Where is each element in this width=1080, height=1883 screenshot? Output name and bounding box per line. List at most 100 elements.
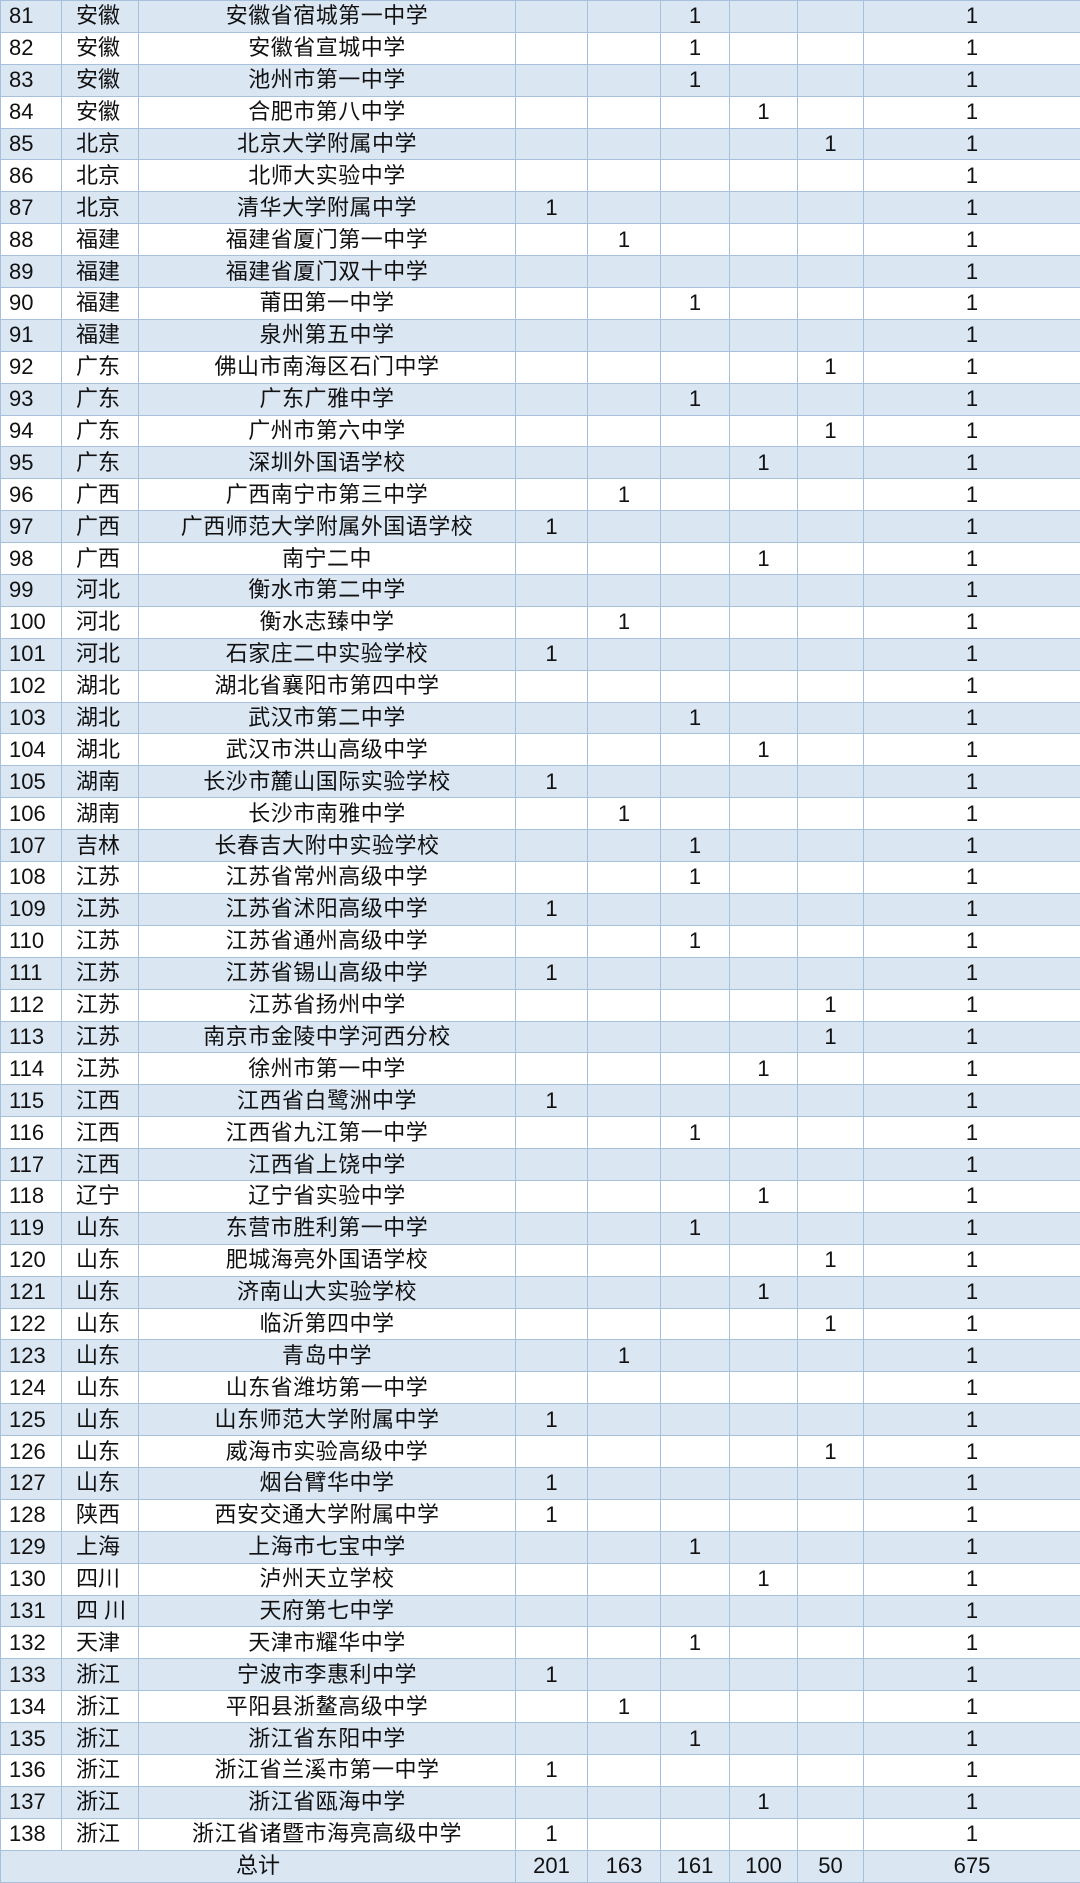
school-name: 佛山市南海区石门中学 [138,350,516,384]
count-col-3 [660,956,730,990]
school-name: 福建省厦门双十中学 [138,255,516,289]
count-col-4: 1 [729,542,798,576]
count-col-4 [729,797,798,831]
school-name: 长沙市南雅中学 [138,797,516,831]
row-total: 1 [863,1690,1080,1724]
school-name: 临沂第四中学 [138,1307,516,1341]
row-index: 101 [0,637,62,671]
count-col-3 [660,1020,730,1054]
count-col-5 [797,733,864,767]
table-row: 136 浙江 浙江省兰溪市第一中学 1 1 [0,1753,1080,1787]
count-col-3 [660,605,730,639]
count-col-5 [797,478,864,512]
school-name: 江苏省锡山高级中学 [138,956,516,990]
count-col-1 [515,1339,588,1373]
count-col-1 [515,669,588,703]
province: 北京 [61,191,139,225]
row-total: 1 [863,446,1080,480]
province: 山东 [61,1275,139,1309]
school-name: 广东广雅中学 [138,382,516,416]
row-index: 117 [0,1148,62,1181]
school-name: 南京市金陵中学河西分校 [138,1020,516,1054]
row-total: 1 [863,924,1080,958]
count-col-5: 1 [797,414,864,448]
count-col-4: 1 [729,733,798,767]
count-col-5 [797,1817,864,1851]
count-col-5 [797,1084,864,1118]
row-total: 1 [863,287,1080,320]
count-col-3 [660,95,730,129]
count-col-1 [515,223,588,257]
count-col-1 [515,1275,588,1309]
province: 江苏 [61,956,139,990]
row-total: 1 [863,1020,1080,1054]
row-index: 107 [0,829,62,863]
count-col-5 [797,159,864,193]
count-col-5: 1 [797,1435,864,1468]
count-col-4 [729,1371,798,1405]
row-total: 1 [863,318,1080,352]
count-col-5 [797,1530,864,1564]
table-row: 84 安徽 合肥市第八中学 1 1 [0,95,1080,129]
count-col-1: 1 [515,1466,588,1500]
count-col-1 [515,1148,588,1181]
count-col-1: 1 [515,1658,588,1692]
row-index: 84 [0,95,62,129]
province: 广东 [61,446,139,480]
province: 湖北 [61,669,139,703]
row-total: 1 [863,127,1080,161]
province: 浙江 [61,1817,139,1851]
total-col-2: 163 [587,1849,661,1883]
count-col-5 [797,1339,864,1373]
count-col-4 [729,1403,798,1437]
school-name: 浙江省瓯海中学 [138,1785,516,1819]
count-col-5 [797,1116,864,1150]
count-col-1 [515,31,588,65]
province: 福建 [61,318,139,352]
count-col-2 [587,1785,661,1819]
province: 山东 [61,1371,139,1405]
count-col-2 [587,988,661,1022]
count-col-1: 1 [515,892,588,926]
row-total: 1 [863,988,1080,1022]
count-col-5 [797,669,864,703]
count-col-2 [587,510,661,544]
row-index: 132 [0,1626,62,1660]
count-col-2 [587,701,661,735]
count-col-3: 1 [660,287,730,320]
count-col-4 [729,605,798,639]
province: 天津 [61,1626,139,1660]
province: 江西 [61,1084,139,1118]
row-total: 1 [863,63,1080,97]
count-col-1 [515,1435,588,1468]
count-col-2 [587,574,661,607]
count-col-3 [660,318,730,352]
count-col-5: 1 [797,350,864,384]
row-index: 94 [0,414,62,448]
school-name: 长沙市麓山国际实验学校 [138,765,516,799]
row-index: 135 [0,1722,62,1755]
province: 上海 [61,1530,139,1564]
count-col-5 [797,1052,864,1086]
count-col-4 [729,159,798,193]
row-total: 1 [863,956,1080,990]
count-col-5 [797,1148,864,1181]
count-col-3 [660,127,730,161]
row-index: 85 [0,127,62,161]
table-row: 92 广东 佛山市南海区石门中学 1 1 [0,350,1080,384]
school-name: 江苏省通州高级中学 [138,924,516,958]
table-row: 90 福建 莆田第一中学 1 1 [0,287,1080,320]
province: 河北 [61,605,139,639]
row-total: 1 [863,637,1080,671]
province: 四 川 [61,1594,139,1628]
province: 湖北 [61,733,139,767]
row-index: 118 [0,1179,62,1213]
province: 吉林 [61,829,139,863]
count-col-2 [587,1626,661,1660]
table-row: 85 北京 北京大学附属中学 1 1 [0,127,1080,161]
count-col-4 [729,956,798,990]
school-name: 江苏省沭阳高级中学 [138,892,516,926]
table-row: 106 湖南 长沙市南雅中学 1 1 [0,797,1080,831]
count-col-2 [587,1466,661,1500]
